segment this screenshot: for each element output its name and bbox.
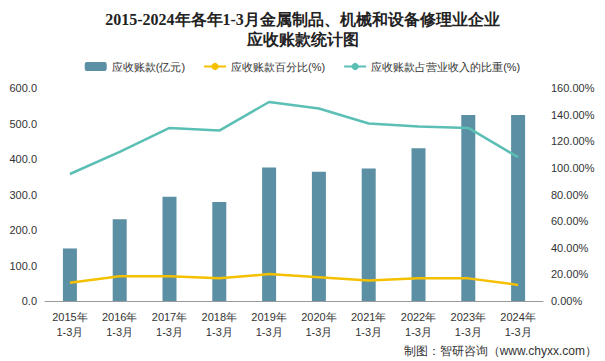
svg-text:20.00%: 20.00% [551,268,589,280]
svg-text:1-3月: 1-3月 [405,326,432,338]
svg-text:0.00%: 0.00% [551,295,582,307]
svg-text:2024年: 2024年 [500,311,535,323]
svg-text:500.0: 500.0 [9,118,37,130]
svg-text:1-3月: 1-3月 [256,326,283,338]
svg-text:应收账款(亿元): 应收账款(亿元) [112,61,185,73]
svg-text:2020年: 2020年 [301,311,336,323]
svg-text:80.00%: 80.00% [551,189,589,201]
svg-text:1-3月: 1-3月 [355,326,382,338]
svg-text:应收账款百分比(%): 应收账款百分比(%) [231,61,325,73]
svg-text:1-3月: 1-3月 [305,326,332,338]
svg-text:1-3月: 1-3月 [106,326,133,338]
svg-text:400.0: 400.0 [9,153,37,165]
svg-text:1-3月: 1-3月 [56,326,83,338]
svg-text:应收账款占营业收入的比重(%): 应收账款占营业收入的比重(%) [371,61,520,73]
svg-text:2019年: 2019年 [251,311,286,323]
svg-text:300.0: 300.0 [9,189,37,201]
svg-text:1-3月: 1-3月 [455,326,482,338]
svg-text:2016年: 2016年 [102,311,137,323]
svg-text:100.0: 100.0 [9,260,37,272]
svg-text:1-3月: 1-3月 [206,326,233,338]
svg-text:160.00%: 160.00% [551,82,595,94]
svg-text:100.00%: 100.00% [551,162,595,174]
svg-text:2017年: 2017年 [152,311,187,323]
svg-text:120.00%: 120.00% [551,135,595,147]
svg-text:制图：智研咨询（www.chyxx.com）: 制图：智研咨询（www.chyxx.com） [404,344,597,358]
svg-text:2018年: 2018年 [202,311,237,323]
svg-text:应收账款统计图: 应收账款统计图 [246,30,359,48]
svg-text:200.0: 200.0 [9,224,37,236]
svg-text:2015年: 2015年 [52,311,87,323]
svg-text:40.00%: 40.00% [551,242,589,254]
svg-text:0.0: 0.0 [22,295,37,307]
svg-text:1-3月: 1-3月 [156,326,183,338]
svg-text:140.00%: 140.00% [551,109,595,121]
svg-text:2022年: 2022年 [401,311,436,323]
svg-text:1-3月: 1-3月 [505,326,532,338]
svg-text:2023年: 2023年 [451,311,486,323]
svg-text:2015-2024年各年1-3月金属制品、机械和设备修理业企: 2015-2024年各年1-3月金属制品、机械和设备修理业企业 [105,11,500,28]
svg-text:600.0: 600.0 [9,82,37,94]
svg-text:60.00%: 60.00% [551,215,589,227]
svg-text:2021年: 2021年 [351,311,386,323]
